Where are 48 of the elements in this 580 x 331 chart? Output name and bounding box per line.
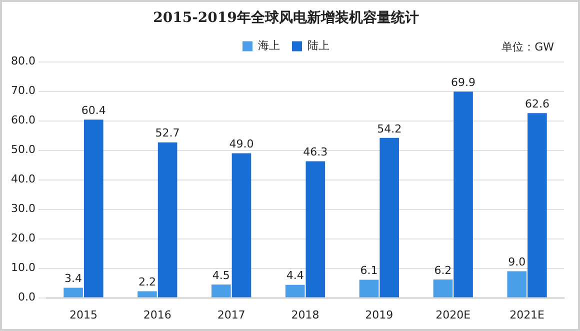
data-label: 2.2 bbox=[138, 276, 156, 289]
bar bbox=[359, 280, 379, 298]
bar bbox=[454, 92, 473, 298]
x-tick-label: 2018 bbox=[291, 308, 320, 322]
y-tick-label: 60.0 bbox=[10, 114, 36, 127]
x-tick-label: 2016 bbox=[143, 308, 172, 322]
x-tick-label: 2015 bbox=[69, 308, 98, 322]
data-label: 49.0 bbox=[229, 138, 254, 151]
data-label: 54.2 bbox=[377, 122, 402, 136]
bar bbox=[211, 284, 231, 298]
y-tick-label: 50.0 bbox=[10, 143, 36, 156]
bar bbox=[232, 153, 252, 298]
bar bbox=[507, 271, 527, 298]
y-tick-label: 80.0 bbox=[10, 54, 36, 68]
x-tick-label: 2017 bbox=[217, 308, 246, 322]
data-label: 60.4 bbox=[81, 104, 106, 117]
legend-label: 海上 bbox=[258, 39, 280, 52]
bar bbox=[528, 113, 547, 298]
data-label: 6.2 bbox=[434, 264, 452, 277]
bar bbox=[380, 138, 399, 298]
bar bbox=[285, 284, 305, 298]
data-label: 46.3 bbox=[303, 146, 328, 159]
y-tick-label: 30.0 bbox=[10, 202, 36, 216]
text: 单位：GW bbox=[502, 40, 554, 54]
data-label: 6.1 bbox=[360, 264, 378, 278]
data-label: 69.9 bbox=[451, 76, 476, 89]
bar bbox=[158, 142, 178, 298]
data-label: 4.4 bbox=[286, 269, 304, 282]
bar bbox=[433, 280, 453, 298]
data-label: 9.0 bbox=[508, 256, 526, 269]
bar bbox=[64, 288, 83, 298]
data-label: 62.6 bbox=[524, 97, 550, 110]
y-tick-label: 0.0 bbox=[18, 290, 36, 304]
bar bbox=[138, 291, 157, 298]
y-tick-label: 10.0 bbox=[10, 261, 36, 274]
x-tick-label: 2019 bbox=[365, 308, 394, 322]
bar bbox=[84, 120, 104, 298]
y-tick-label: 40.0 bbox=[10, 172, 36, 186]
y-tick-label: 20.0 bbox=[10, 232, 36, 245]
y-tick-label: 70.0 bbox=[10, 84, 36, 98]
legend-label: 陆上 bbox=[308, 39, 330, 52]
data-label: 3.4 bbox=[64, 272, 82, 286]
data-label: 52.7 bbox=[155, 126, 180, 140]
chart-title: 2015-2019年全球风电新增装机容量统计 bbox=[153, 9, 419, 26]
data-label: 4.5 bbox=[212, 268, 230, 282]
x-tick-label: 2020E bbox=[436, 308, 471, 322]
x-tick-label: 2021E bbox=[510, 308, 545, 322]
bar bbox=[306, 161, 326, 298]
